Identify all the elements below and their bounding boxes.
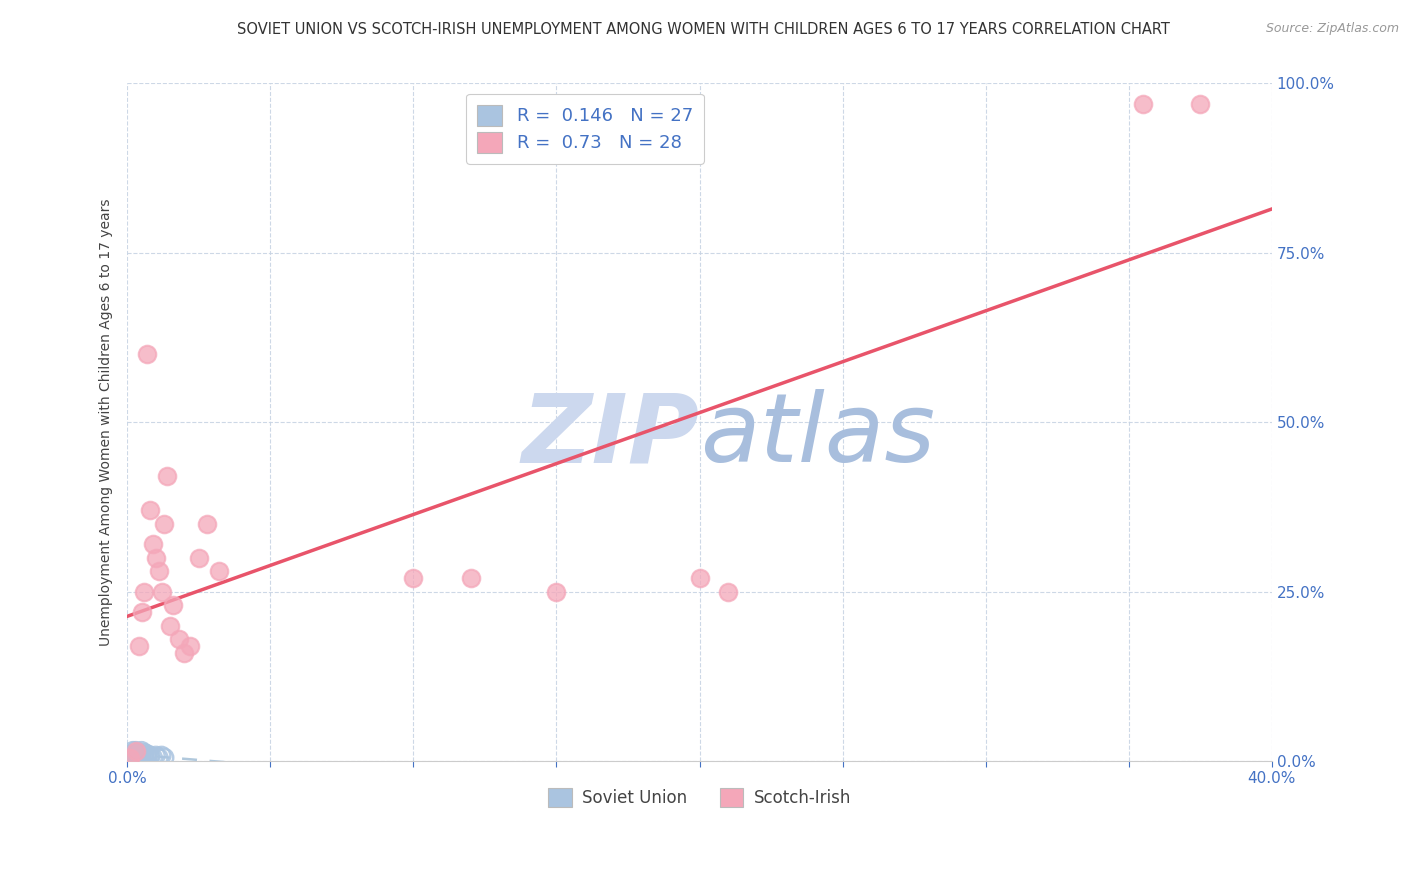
Point bbox=[139, 748, 162, 763]
Point bbox=[167, 632, 190, 646]
Point bbox=[148, 750, 170, 764]
Point bbox=[402, 571, 425, 585]
Point bbox=[125, 746, 148, 760]
Point bbox=[153, 516, 176, 531]
Y-axis label: Unemployment Among Women with Children Ages 6 to 17 years: Unemployment Among Women with Children A… bbox=[100, 199, 114, 646]
Point bbox=[128, 639, 150, 653]
Point bbox=[195, 516, 218, 531]
Point bbox=[142, 537, 165, 551]
Point bbox=[136, 347, 159, 361]
Point bbox=[187, 550, 209, 565]
Point bbox=[128, 748, 150, 763]
Point bbox=[122, 750, 145, 764]
Point bbox=[1132, 96, 1154, 111]
Point bbox=[159, 618, 181, 632]
Point bbox=[136, 750, 159, 764]
Point bbox=[156, 469, 179, 483]
Text: atlas: atlas bbox=[700, 389, 935, 483]
Text: Source: ZipAtlas.com: Source: ZipAtlas.com bbox=[1265, 22, 1399, 36]
Point bbox=[125, 748, 148, 763]
Point bbox=[150, 584, 173, 599]
Point bbox=[717, 584, 740, 599]
Point bbox=[145, 748, 167, 763]
Point bbox=[460, 571, 482, 585]
Point bbox=[125, 744, 148, 758]
Point bbox=[136, 747, 159, 762]
Point bbox=[131, 744, 153, 758]
Point bbox=[1189, 96, 1212, 111]
Point bbox=[139, 750, 162, 764]
Text: SOVIET UNION VS SCOTCH-IRISH UNEMPLOYMENT AMONG WOMEN WITH CHILDREN AGES 6 TO 17: SOVIET UNION VS SCOTCH-IRISH UNEMPLOYMEN… bbox=[236, 22, 1170, 37]
Point bbox=[131, 750, 153, 764]
Text: ZIP: ZIP bbox=[522, 389, 700, 483]
Legend: Soviet Union, Scotch-Irish: Soviet Union, Scotch-Irish bbox=[541, 781, 858, 814]
Point bbox=[128, 750, 150, 764]
Point bbox=[134, 748, 156, 763]
Point bbox=[131, 605, 153, 619]
Point bbox=[179, 639, 201, 653]
Point bbox=[120, 750, 142, 764]
Point bbox=[128, 746, 150, 760]
Point bbox=[162, 598, 184, 612]
Point bbox=[173, 646, 195, 660]
Point bbox=[134, 746, 156, 760]
Point bbox=[145, 550, 167, 565]
Point bbox=[689, 571, 711, 585]
Point bbox=[125, 744, 148, 758]
Point bbox=[546, 584, 568, 599]
Point bbox=[134, 750, 156, 764]
Point bbox=[153, 750, 176, 764]
Point bbox=[134, 584, 156, 599]
Point bbox=[120, 747, 142, 762]
Point bbox=[139, 503, 162, 517]
Point bbox=[208, 565, 231, 579]
Point bbox=[120, 750, 142, 764]
Point bbox=[131, 747, 153, 762]
Point bbox=[122, 747, 145, 762]
Point bbox=[142, 750, 165, 764]
Point bbox=[125, 750, 148, 764]
Point bbox=[148, 565, 170, 579]
Point bbox=[150, 748, 173, 763]
Point bbox=[122, 744, 145, 758]
